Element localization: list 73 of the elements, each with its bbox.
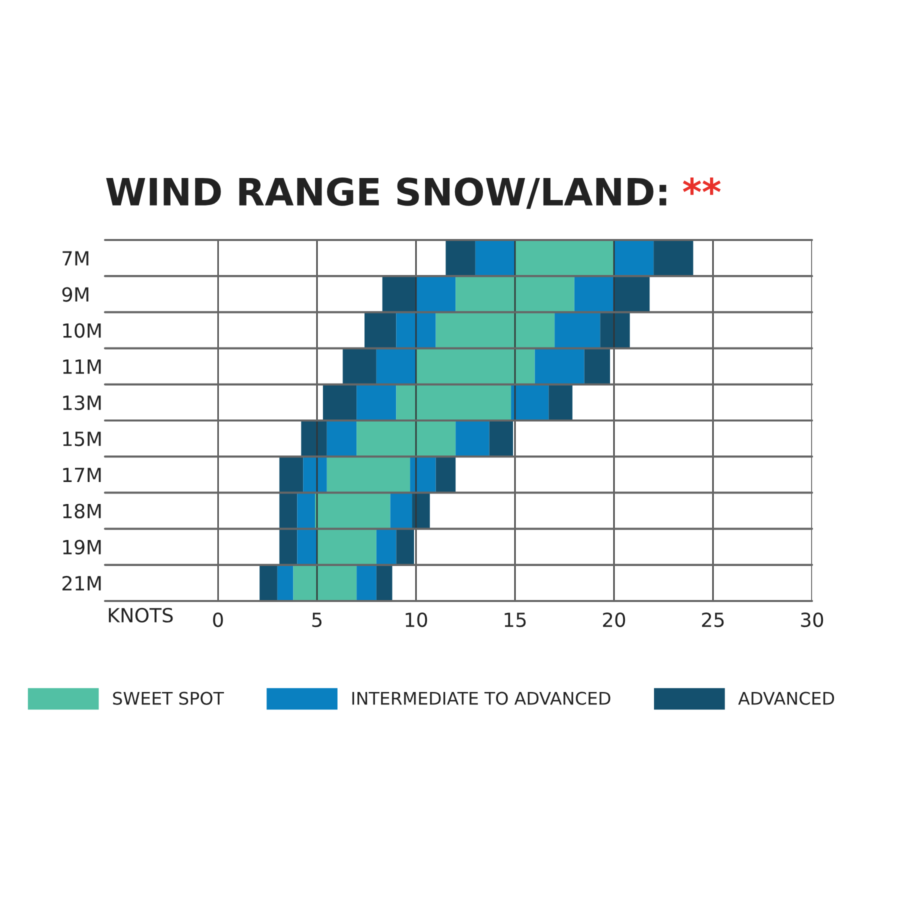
y-tick-label: 13M [63,395,101,410]
bar [301,420,327,457]
x-tick-label: 0 [213,612,223,628]
bar [376,348,416,384]
bar [416,276,456,312]
bar [489,420,514,457]
text: ** [682,178,721,195]
bar [364,312,396,348]
bar [456,420,490,457]
y-tick-label: 11M [63,360,101,374]
y-tick-label: 7M [62,251,88,266]
y-tick-label: 21M [62,576,101,590]
legend-label: SWEET SPOT [113,692,224,705]
bar [279,456,304,493]
y-tick-label: 9M [62,287,88,302]
y-tick-label: 17M [63,468,101,482]
bar [317,528,376,565]
bar [614,276,650,312]
bar [342,348,376,384]
bar [584,348,610,384]
bar [396,312,436,348]
bar [376,564,392,601]
bar [297,528,317,565]
bar [303,456,327,493]
bar [279,528,298,565]
bar [356,564,376,601]
bar [396,528,414,565]
x-tick-label: 20 [603,612,626,628]
bar [376,528,396,565]
bar [279,492,298,529]
y-tick-label: 15M [63,432,101,446]
bar [412,492,430,529]
legend-label: INTERMEDIATE TO ADVANCED [352,692,610,705]
bar [515,240,614,276]
y-tick-label: 18M [63,504,101,518]
bar [297,492,316,529]
bar [436,456,456,493]
x-tick-label: 5 [312,612,322,628]
chart-title: WIND RANGE SNOW/LAND: [106,178,666,209]
bar [277,564,294,601]
bar [416,348,535,384]
bar [390,492,412,529]
bar [410,456,436,493]
bar [326,420,357,457]
y-tick-label: 19M [63,540,101,555]
bar [382,276,416,312]
bar [322,384,357,420]
bar [396,384,512,420]
bar [446,240,476,276]
x-tick-label: 15 [504,612,526,628]
bar [315,492,390,529]
bar [475,240,515,276]
bar [436,312,555,348]
legend-label: ADVANCED [738,692,834,705]
bar [554,312,600,348]
x-tick-label: 30 [801,612,824,628]
bar [260,564,278,601]
bar [600,312,630,348]
x-axis-title: KNOTS [108,608,173,623]
bar [574,276,614,312]
bar [356,420,456,457]
x-tick-label: 10 [406,612,428,628]
bar [534,348,584,384]
bar [356,384,396,420]
bar [511,384,549,420]
bar [293,564,357,601]
bar [326,456,410,493]
bar [548,384,572,420]
bar [614,240,654,276]
bar [654,240,694,276]
y-tick-label: 10M [63,323,101,338]
bar [456,276,574,312]
x-tick-label: 25 [702,612,724,628]
